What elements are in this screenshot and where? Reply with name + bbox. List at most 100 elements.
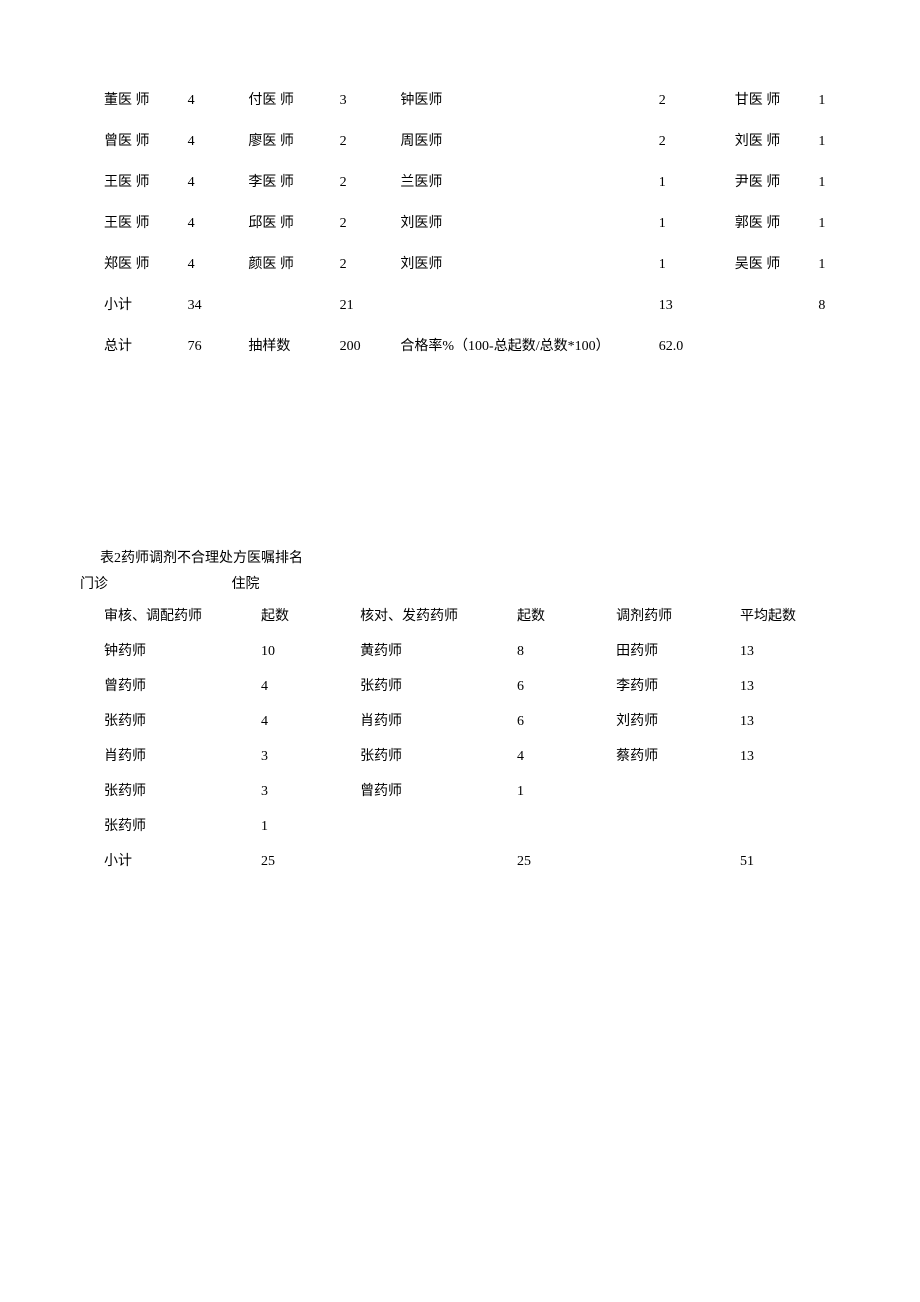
count: 2 [336, 162, 397, 203]
pharmacist-name: 张药师 [100, 809, 257, 844]
col-header: 审核、调配药师 [100, 599, 257, 634]
pharmacist-name: 张药师 [100, 774, 257, 809]
physician-ranking-table: 董医 师 4 付医 师 3 钟医师 2 甘医 师 1 曾医 师 4 廖医 师 2… [100, 80, 860, 367]
sample-label: 抽样数 [244, 326, 335, 367]
count: 2 [336, 121, 397, 162]
pharmacist-name: 黄药师 [356, 634, 513, 669]
table-row: 钟药师 10 黄药师 8 田药师 13 [100, 634, 860, 669]
sample-value: 200 [336, 326, 397, 367]
count: 1 [655, 244, 731, 285]
doctor-name: 兰医师 [396, 162, 654, 203]
doctor-name: 尹医 师 [731, 162, 815, 203]
subtotal-row: 小计 34 21 13 8 [100, 285, 860, 326]
pharmacist-name: 钟药师 [100, 634, 257, 669]
pharmacist-ranking-table: 审核、调配药师 起数 核对、发药药师 起数 调剂药师 平均起数 钟药师 10 黄… [100, 599, 860, 879]
cell [612, 844, 736, 879]
pharmacist-name: 刘药师 [612, 704, 736, 739]
doctor-name: 周医师 [396, 121, 654, 162]
subtotal-label: 小计 [100, 285, 184, 326]
table2-group-header: 门诊 住院 [60, 573, 860, 593]
doctor-name: 李医 师 [244, 162, 335, 203]
count: 13 [736, 739, 860, 774]
header-row: 审核、调配药师 起数 核对、发药药师 起数 调剂药师 平均起数 [100, 599, 860, 634]
doctor-name: 董医 师 [100, 80, 184, 121]
count: 3 [257, 739, 356, 774]
count: 4 [184, 244, 245, 285]
cell [396, 285, 654, 326]
count: 13 [736, 669, 860, 704]
count: 1 [814, 203, 860, 244]
col-header: 起数 [257, 599, 356, 634]
doctor-name: 刘医师 [396, 203, 654, 244]
cell [612, 774, 736, 809]
cell [356, 844, 513, 879]
total-row: 总计 76 抽样数 200 合格率%（100-总起数/总数*100） 62.0 [100, 326, 860, 367]
col-header: 平均起数 [736, 599, 860, 634]
pharmacist-name: 李药师 [612, 669, 736, 704]
pharmacist-name: 田药师 [612, 634, 736, 669]
count: 1 [513, 774, 612, 809]
cell [356, 809, 513, 844]
doctor-name: 刘医 师 [731, 121, 815, 162]
pharmacist-name: 张药师 [356, 669, 513, 704]
count: 4 [257, 704, 356, 739]
doctor-name: 颜医 师 [244, 244, 335, 285]
cell [612, 809, 736, 844]
col-header: 核对、发药药师 [356, 599, 513, 634]
doctor-name: 钟医师 [396, 80, 654, 121]
cell [244, 285, 335, 326]
table-row: 张药师 3 曾药师 1 [100, 774, 860, 809]
count: 6 [513, 704, 612, 739]
count: 4 [257, 669, 356, 704]
total-value: 76 [184, 326, 245, 367]
doctor-name: 邱医 师 [244, 203, 335, 244]
doctor-name: 王医 师 [100, 203, 184, 244]
doctor-name: 郑医 师 [100, 244, 184, 285]
count: 13 [736, 634, 860, 669]
table-row: 张药师 4 肖药师 6 刘药师 13 [100, 704, 860, 739]
count: 4 [184, 162, 245, 203]
count: 3 [336, 80, 397, 121]
count: 2 [655, 121, 731, 162]
count: 1 [257, 809, 356, 844]
total-label: 总计 [100, 326, 184, 367]
subtotal-value: 8 [814, 285, 860, 326]
doctor-name: 廖医 师 [244, 121, 335, 162]
cell [814, 326, 860, 367]
count: 2 [336, 203, 397, 244]
subtotal-value: 25 [513, 844, 612, 879]
cell [731, 326, 815, 367]
count: 4 [184, 80, 245, 121]
count: 1 [814, 121, 860, 162]
subtotal-row: 小计 25 25 51 [100, 844, 860, 879]
pharmacist-name: 曾药师 [100, 669, 257, 704]
table-row: 肖药师 3 张药师 4 蔡药师 13 [100, 739, 860, 774]
count: 6 [513, 669, 612, 704]
count: 1 [814, 162, 860, 203]
subtotal-value: 13 [655, 285, 731, 326]
group-outpatient: 门诊 [80, 573, 108, 593]
table-row: 郑医 师 4 颜医 师 2 刘医师 1 吴医 师 1 [100, 244, 860, 285]
cell [513, 809, 612, 844]
table-row: 王医 师 4 李医 师 2 兰医师 1 尹医 师 1 [100, 162, 860, 203]
doctor-name: 郭医 师 [731, 203, 815, 244]
col-header: 起数 [513, 599, 612, 634]
group-inpatient: 住院 [232, 573, 260, 593]
doctor-name: 曾医 师 [100, 121, 184, 162]
doctor-name: 甘医 师 [731, 80, 815, 121]
subtotal-value: 21 [336, 285, 397, 326]
table-row: 董医 师 4 付医 师 3 钟医师 2 甘医 师 1 [100, 80, 860, 121]
count: 10 [257, 634, 356, 669]
doctor-name: 刘医师 [396, 244, 654, 285]
table-row: 王医 师 4 邱医 师 2 刘医师 1 郭医 师 1 [100, 203, 860, 244]
pharmacist-name: 肖药师 [356, 704, 513, 739]
subtotal-value: 34 [184, 285, 245, 326]
count: 4 [184, 203, 245, 244]
subtotal-value: 51 [736, 844, 860, 879]
col-header: 调剂药师 [612, 599, 736, 634]
doctor-name: 吴医 师 [731, 244, 815, 285]
count: 1 [814, 80, 860, 121]
count: 8 [513, 634, 612, 669]
table-row: 曾药师 4 张药师 6 李药师 13 [100, 669, 860, 704]
count: 2 [655, 80, 731, 121]
